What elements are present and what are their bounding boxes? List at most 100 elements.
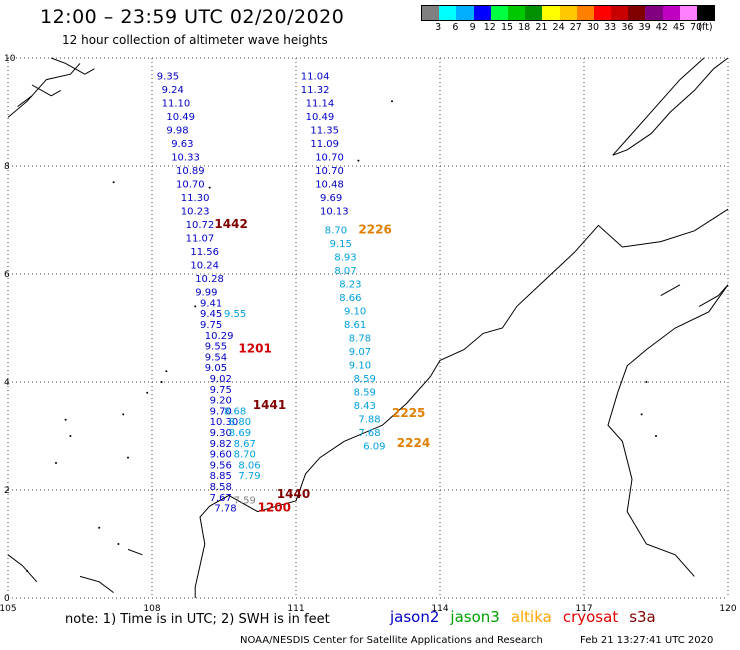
y-tick-label: 8 bbox=[4, 162, 10, 172]
y-tick-label: 2 bbox=[4, 486, 10, 496]
wave-height-label: 9.98 bbox=[166, 126, 188, 137]
satellite-legend-jason3: jason3 bbox=[450, 608, 500, 626]
pass-time-label: 2225 bbox=[392, 406, 425, 420]
island-speck bbox=[64, 418, 67, 421]
wave-height-label: 7.68 bbox=[358, 428, 380, 439]
wave-height-label: 8.23 bbox=[339, 280, 361, 291]
wave-height-label: 10.70 bbox=[176, 180, 205, 191]
wave-height-label: 9.75 bbox=[210, 385, 232, 396]
wave-height-label: 8.85 bbox=[210, 471, 232, 482]
wave-height-label: 8.70 bbox=[325, 226, 347, 237]
wave-height-label: 10.72 bbox=[186, 220, 215, 231]
colorbar-label: 30 bbox=[586, 22, 600, 33]
wave-height-label: 11.09 bbox=[310, 139, 339, 150]
colorbar-swatch bbox=[576, 6, 594, 20]
pass-time-label: 1440 bbox=[277, 487, 310, 501]
wave-height-label: 9.60 bbox=[210, 450, 232, 461]
island-speck bbox=[26, 570, 29, 572]
wave-height-label: 9.07 bbox=[349, 347, 371, 358]
pass-time-label: 1442 bbox=[214, 217, 247, 231]
wave-height-label: 9.35 bbox=[157, 72, 179, 83]
wave-height-label: 9.05 bbox=[205, 363, 227, 374]
wave-height-label: 9.55 bbox=[205, 342, 227, 353]
wave-height-colorbar bbox=[421, 5, 716, 21]
wave-height-label: 7.79 bbox=[238, 471, 260, 482]
pass-time-label: 2224 bbox=[397, 436, 430, 450]
wave-height-label: 9.41 bbox=[200, 298, 222, 309]
island-speck bbox=[640, 413, 643, 416]
wave-height-label: 9.54 bbox=[205, 352, 227, 363]
colorbar-swatch bbox=[473, 6, 491, 20]
colorbar-swatch bbox=[697, 6, 715, 20]
island-speck bbox=[146, 391, 149, 394]
wave-height-label: 10.13 bbox=[320, 207, 349, 218]
x-tick-label: 111 bbox=[287, 604, 304, 614]
page-title: 12:00 – 23:59 UTC 02/20/2020 bbox=[40, 6, 345, 28]
island-speck bbox=[55, 462, 57, 464]
wave-height-label: 7.67 bbox=[210, 493, 232, 504]
wave-height-label: 8.66 bbox=[339, 293, 361, 304]
timestamp-text: Feb 21 13:27:41 UTC 2020 bbox=[580, 635, 714, 646]
wave-height-label: 10.24 bbox=[190, 261, 219, 272]
pass-time-label: 1441 bbox=[253, 398, 286, 412]
wave-height-label: 9.30 bbox=[210, 428, 232, 439]
coastline bbox=[51, 57, 95, 75]
wave-height-label: 6.09 bbox=[363, 442, 385, 453]
wave-height-label: 8.43 bbox=[354, 401, 376, 412]
satellite-legend-altika: altika bbox=[510, 608, 552, 626]
credit-text: NOAA/NESDIS Center for Satellite Applica… bbox=[240, 635, 543, 646]
satellite-legend-cryosat: cryosat bbox=[562, 608, 619, 626]
wave-height-label: 9.20 bbox=[210, 396, 232, 407]
colorbar-swatch bbox=[456, 6, 474, 20]
colorbar-label: 21 bbox=[535, 22, 548, 33]
wave-height-label: 11.30 bbox=[181, 193, 210, 204]
pass-time-label: 1200 bbox=[258, 501, 291, 515]
pass-time-label: 2226 bbox=[358, 223, 391, 237]
island-speck bbox=[194, 305, 197, 308]
y-tick-label: 4 bbox=[4, 378, 10, 388]
colorbar-swatch bbox=[439, 6, 457, 20]
wave-height-label: 9.10 bbox=[349, 361, 371, 372]
colorbar-label: 39 bbox=[638, 22, 651, 33]
colorbar-label: 42 bbox=[655, 22, 668, 33]
pass-time-label: 1201 bbox=[238, 341, 271, 355]
wave-height-label: 10.70 bbox=[315, 153, 344, 164]
wave-height-label: 11.14 bbox=[306, 99, 335, 110]
footer-note: note: 1) Time is in UTC; 2) SWH is in fe… bbox=[65, 612, 330, 627]
colorbar-label: 33 bbox=[604, 22, 617, 33]
coastline bbox=[7, 63, 81, 118]
coastline bbox=[612, 57, 729, 156]
coastline bbox=[31, 84, 62, 97]
wave-height-label: 11.32 bbox=[301, 85, 330, 96]
wave-height-label: 10.28 bbox=[195, 274, 224, 285]
island-speck bbox=[165, 370, 168, 373]
wave-height-label: 8.58 bbox=[210, 482, 232, 493]
coastline bbox=[7, 554, 38, 583]
wave-height-label: 8.67 bbox=[234, 439, 256, 450]
coastline bbox=[194, 208, 729, 598]
island-speck bbox=[208, 186, 211, 189]
wave-height-label: 9.69 bbox=[320, 193, 342, 204]
wave-height-label: 10.23 bbox=[181, 207, 210, 218]
y-tick-label: 0 bbox=[4, 594, 10, 604]
coastline bbox=[607, 284, 729, 577]
colorbar-swatch bbox=[628, 6, 646, 20]
wave-height-label: 10.29 bbox=[205, 331, 234, 342]
wave-height-label: 11.35 bbox=[310, 126, 339, 137]
satellite-tracks: 9.35 9.24 11.10 10.49 9.98 9.63 10.33 10.89 10.7… bbox=[157, 72, 386, 515]
wave-height-label: 10.49 bbox=[166, 112, 195, 123]
x-tick-label: 108 bbox=[143, 604, 160, 614]
wave-height-label: 9.45 bbox=[200, 309, 222, 320]
wave-height-label: 10.30 bbox=[210, 417, 239, 428]
lat-lon-grid bbox=[7, 57, 729, 599]
wave-height-label: 10.89 bbox=[176, 166, 205, 177]
island-speck bbox=[391, 100, 393, 103]
colorbar-swatch bbox=[525, 6, 543, 20]
wave-height-label: 11.10 bbox=[162, 99, 191, 110]
colorbar-label: 36 bbox=[621, 22, 634, 33]
colorbar-swatch bbox=[559, 6, 577, 20]
